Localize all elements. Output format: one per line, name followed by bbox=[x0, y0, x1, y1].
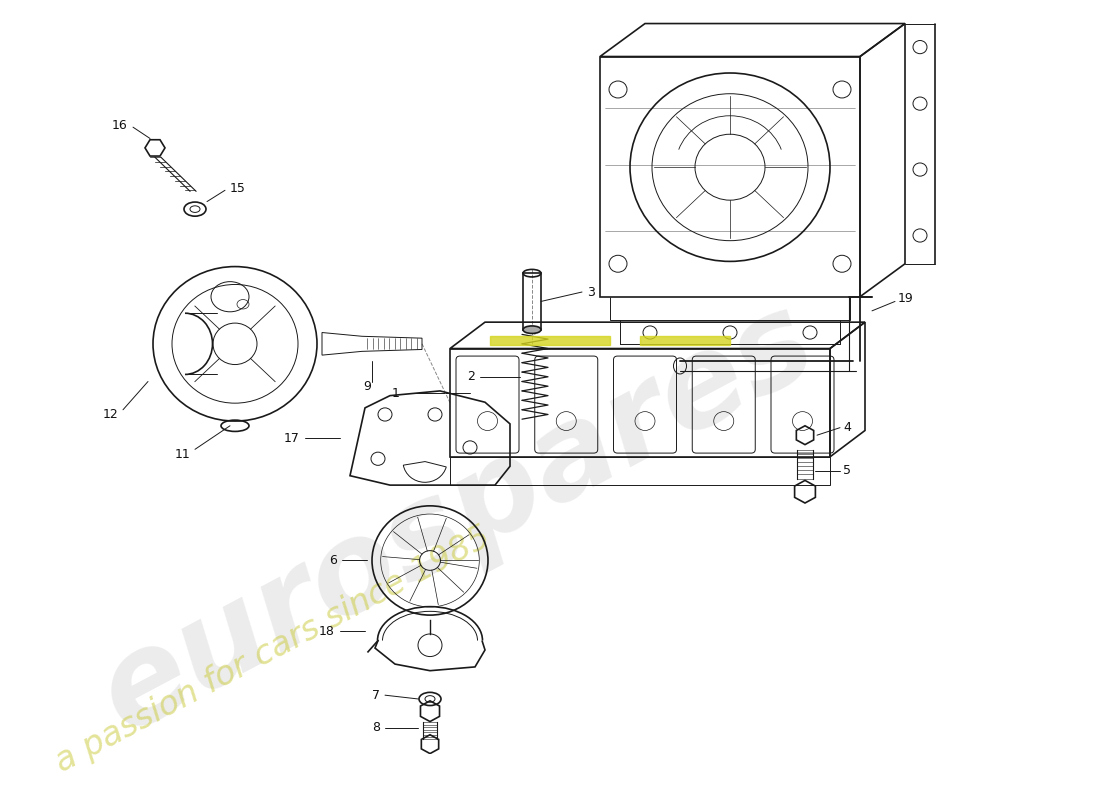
Bar bbox=[640, 336, 730, 345]
Text: 6: 6 bbox=[329, 554, 337, 567]
Text: 5: 5 bbox=[843, 465, 851, 478]
Text: 19: 19 bbox=[898, 292, 914, 305]
Text: 15: 15 bbox=[230, 182, 246, 195]
Text: 7: 7 bbox=[372, 689, 379, 702]
Text: 9: 9 bbox=[363, 380, 371, 393]
Text: 2: 2 bbox=[468, 370, 475, 383]
Text: 4: 4 bbox=[843, 421, 851, 434]
Text: 16: 16 bbox=[111, 118, 126, 132]
Text: eurospares: eurospares bbox=[80, 279, 835, 757]
Text: 12: 12 bbox=[102, 408, 118, 421]
Bar bbox=[490, 336, 610, 345]
Text: 3: 3 bbox=[587, 286, 595, 298]
Text: 11: 11 bbox=[174, 447, 190, 461]
Bar bbox=[522, 273, 541, 330]
Text: 17: 17 bbox=[284, 431, 300, 445]
Text: a passion for cars since 1985: a passion for cars since 1985 bbox=[50, 521, 496, 779]
Ellipse shape bbox=[522, 326, 541, 334]
Text: 18: 18 bbox=[319, 625, 336, 638]
Text: 1: 1 bbox=[392, 386, 400, 400]
Text: 8: 8 bbox=[372, 721, 379, 734]
